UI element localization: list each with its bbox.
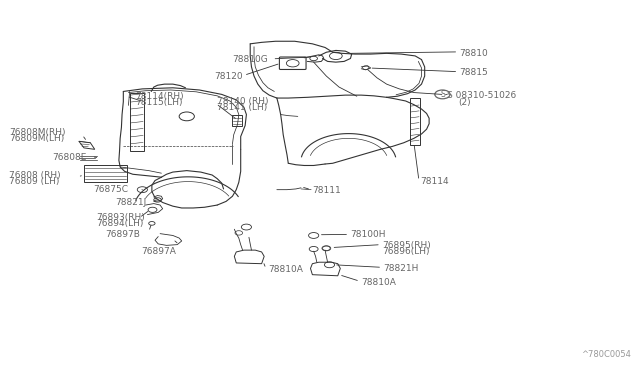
- Text: 76875C: 76875C: [93, 185, 128, 194]
- Text: 76809 (LH): 76809 (LH): [9, 177, 60, 186]
- Text: 78821J: 78821J: [116, 198, 147, 207]
- Text: 78111: 78111: [312, 186, 341, 195]
- Bar: [232, 115, 242, 125]
- Text: ^780C0054: ^780C0054: [581, 350, 631, 359]
- Text: S: S: [440, 90, 445, 99]
- Text: 76809M(LH): 76809M(LH): [9, 134, 65, 143]
- Text: 78810A: 78810A: [361, 278, 396, 286]
- Bar: [84, 165, 127, 182]
- Text: 78810A: 78810A: [268, 265, 303, 274]
- Text: 78120: 78120: [214, 71, 243, 81]
- Text: 76893(RH): 76893(RH): [97, 213, 145, 222]
- Text: 76894(LH): 76894(LH): [97, 219, 144, 228]
- Text: 78815: 78815: [460, 68, 488, 77]
- Text: 76808 (RH): 76808 (RH): [9, 171, 61, 180]
- Text: 78141 (LH): 78141 (LH): [217, 103, 268, 112]
- Text: 78821H: 78821H: [383, 264, 419, 273]
- Text: 76808E: 76808E: [52, 153, 86, 162]
- Text: 78115(LH): 78115(LH): [135, 98, 182, 107]
- Text: 78810: 78810: [460, 49, 488, 58]
- Text: 78810G: 78810G: [232, 55, 268, 64]
- Text: 76896(LH): 76896(LH): [382, 247, 429, 256]
- Text: 78114(RH): 78114(RH): [135, 92, 184, 101]
- Text: 76895(RH): 76895(RH): [382, 241, 431, 250]
- Text: 76897B: 76897B: [106, 230, 140, 239]
- Bar: [410, 98, 420, 145]
- Text: S 08310-51026: S 08310-51026: [447, 91, 516, 100]
- Text: 76808M(RH): 76808M(RH): [9, 128, 66, 137]
- Text: 78140 (RH): 78140 (RH): [217, 97, 269, 106]
- Text: (2): (2): [458, 98, 471, 107]
- Text: 78100H: 78100H: [351, 230, 386, 239]
- Text: 76897A: 76897A: [141, 247, 176, 256]
- Text: 78114: 78114: [420, 177, 449, 186]
